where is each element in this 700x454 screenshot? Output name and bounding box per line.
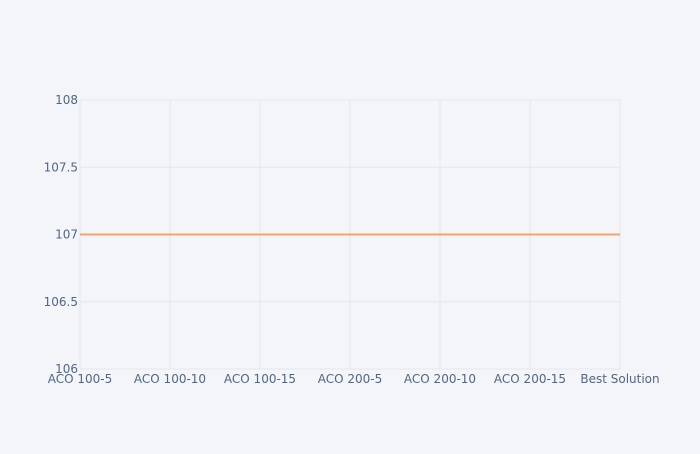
- x-tick-label: Best Solution: [580, 372, 659, 386]
- y-tick-label: 108: [55, 93, 78, 107]
- x-tick-label: ACO 200-15: [494, 372, 566, 386]
- y-tick-label: 107: [55, 228, 78, 242]
- x-tick-label: ACO 100-5: [48, 372, 113, 386]
- y-tick-label: 106.5: [44, 295, 78, 309]
- x-tick-label: ACO 100-15: [224, 372, 296, 386]
- x-tick-label: ACO 100-10: [134, 372, 206, 386]
- y-tick-label: 107.5: [44, 160, 78, 174]
- x-tick-label: ACO 200-5: [318, 372, 383, 386]
- x-tick-label: ACO 200-10: [404, 372, 476, 386]
